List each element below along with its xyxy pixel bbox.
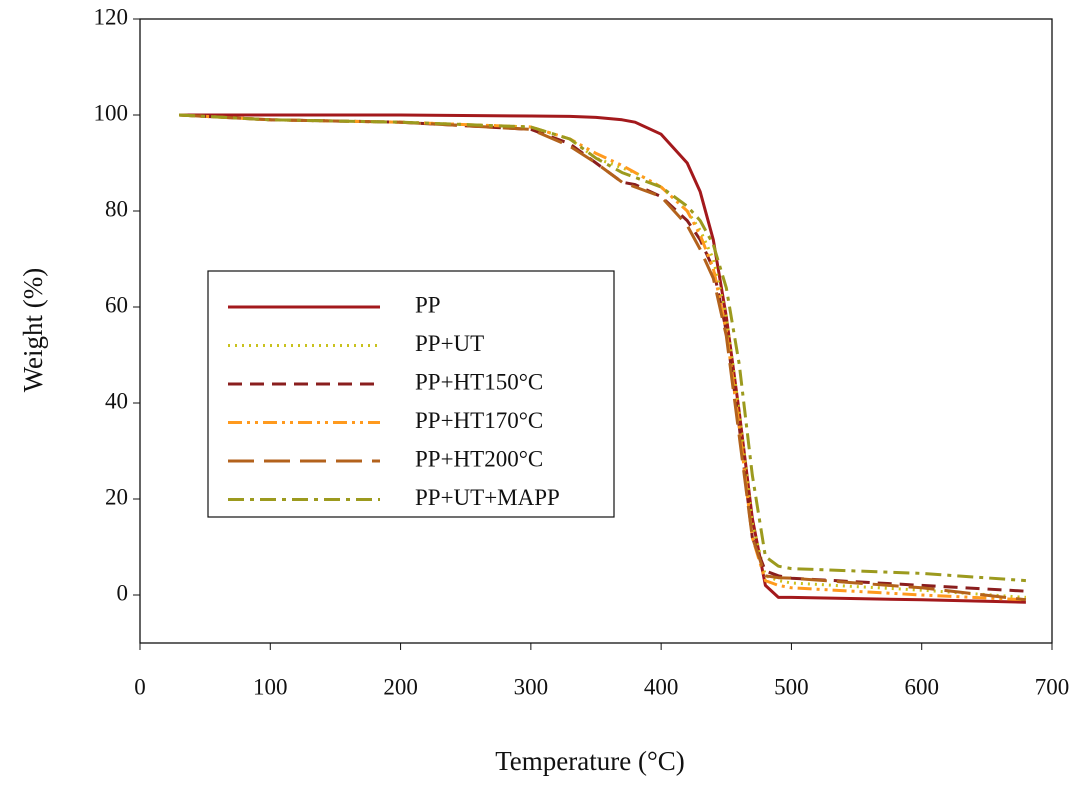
- y-tick-label: 0: [117, 580, 129, 605]
- y-axis-label: Weight (%): [18, 268, 48, 393]
- y-tick-label: 20: [105, 484, 128, 509]
- x-tick-label: 200: [383, 674, 418, 699]
- y-tick-label: 100: [94, 100, 129, 125]
- x-tick-label: 600: [904, 674, 939, 699]
- legend-label: PP+HT200°C: [415, 446, 543, 471]
- x-axis-label: Temperature (°C): [495, 746, 685, 776]
- y-tick-label: 120: [94, 4, 129, 29]
- series-line: [179, 113, 1026, 604]
- y-tick-label: 60: [105, 292, 128, 317]
- legend-label: PP+UT: [415, 331, 484, 356]
- y-tick-label: 80: [105, 196, 128, 221]
- x-tick-label: 100: [253, 674, 288, 699]
- x-tick-label: 300: [514, 674, 549, 699]
- legend-box: [207, 270, 615, 518]
- x-tick-label: 500: [774, 674, 809, 699]
- legend-label: PP+HT150°C: [415, 369, 543, 394]
- series-line: [179, 113, 1026, 593]
- x-tick-label: 700: [1035, 674, 1070, 699]
- legend-label: PP: [415, 292, 441, 317]
- x-tick-label: 0: [134, 674, 146, 699]
- legend-label: PP+UT+MAPP: [415, 485, 560, 510]
- plot-frame: [139, 18, 1053, 644]
- series-line: [179, 113, 1027, 583]
- legend-label: PP+HT170°C: [415, 408, 543, 433]
- series-line: [179, 113, 1027, 602]
- y-tick-label: 40: [105, 388, 128, 413]
- x-tick-label: 400: [644, 674, 679, 699]
